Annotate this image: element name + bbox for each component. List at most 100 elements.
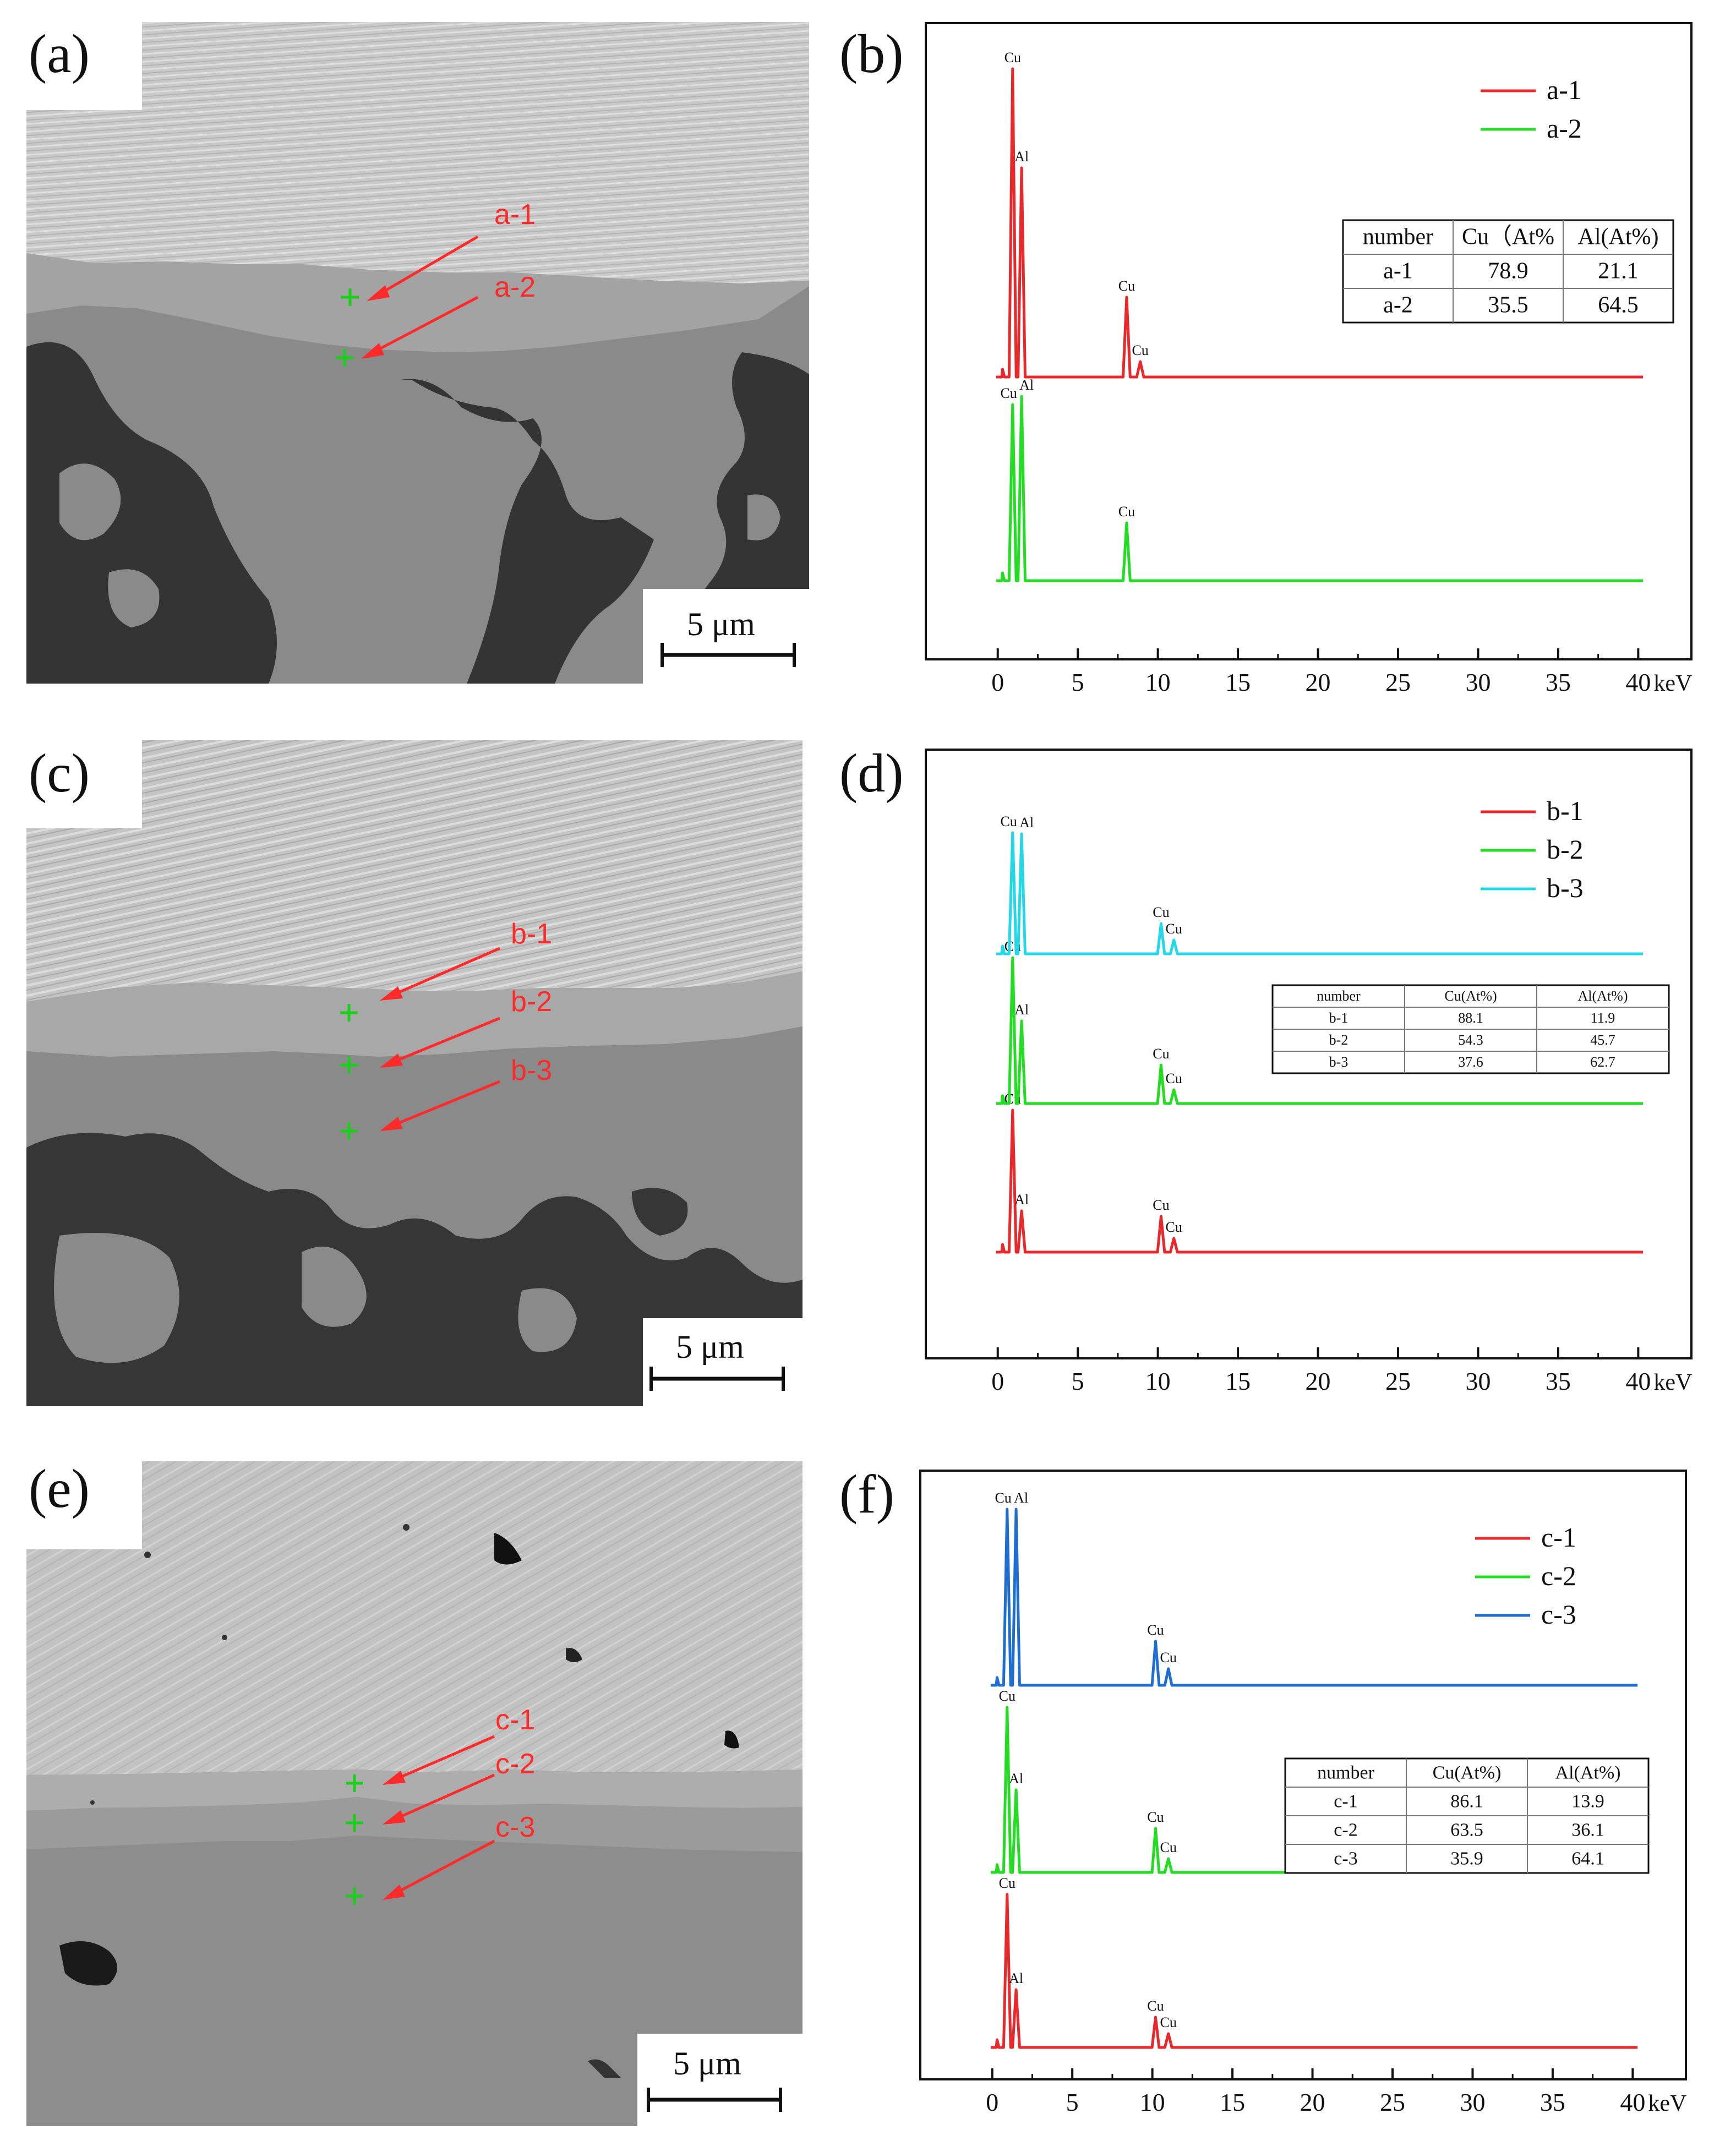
table-cell: 86.1 — [1450, 1791, 1483, 1811]
x-tick-label: 35 — [1546, 668, 1571, 696]
legend: a-1a-2 — [1481, 74, 1582, 144]
marker-b-3 — [340, 1122, 358, 1140]
x-tick-label: 30 — [1460, 2088, 1485, 2116]
peak-label: Al — [1009, 1970, 1023, 1986]
x-tick-label: 40 — [1625, 1367, 1651, 1395]
peak-label: Cu — [1132, 342, 1148, 358]
point-label-b-1: b-1 — [511, 918, 553, 950]
peak-label: Cu — [1153, 1046, 1169, 1062]
peak-label: Cu — [1147, 1809, 1164, 1825]
legend: c-1 c-2 c-3 — [1475, 1522, 1576, 1630]
series-line-a-2 — [996, 395, 1644, 582]
x-tick-label: 20 — [1300, 2088, 1325, 2116]
table-cell: 35.5 — [1488, 292, 1528, 318]
series-line-a-1 — [996, 67, 1644, 379]
arrow-a-2 — [372, 296, 479, 354]
table-header-cell: Al(At%) — [1578, 988, 1628, 1004]
scale-bar-label-a: 5 μm — [687, 606, 755, 642]
legend-label-b-3: b-3 — [1547, 872, 1584, 903]
peak-label: Cu — [1118, 504, 1135, 520]
marker-c-3 — [346, 1887, 363, 1905]
marker-b-1 — [340, 1004, 358, 1022]
panel-label-e: (e) — [29, 1458, 90, 1519]
table-frame — [1342, 219, 1674, 324]
scale-bar-label-c: 5 μm — [676, 1329, 744, 1365]
x-axis: 0 5 10 15 20 25 30 35 40 keV — [986, 2068, 1686, 2116]
table-cell: 64.1 — [1571, 1848, 1604, 1869]
sem-image-c: b-1 b-2 b-3 5 μm — [26, 740, 803, 1406]
peak-label: Cu — [1153, 1197, 1169, 1213]
legend-label-c-3: c-3 — [1541, 1599, 1576, 1630]
table-header-cell: number — [1317, 988, 1361, 1004]
panel-label-a: (a) — [29, 23, 90, 84]
peak-label: Cu — [1005, 50, 1021, 65]
series-line-b-3 — [996, 831, 1644, 955]
table-header-cell: number — [1363, 224, 1433, 249]
arrow-b-1 — [392, 947, 500, 997]
table-cell: c-3 — [1334, 1848, 1357, 1869]
marker-a-1 — [341, 288, 359, 306]
peak-label: Cu — [1153, 904, 1169, 920]
sem-micrograph-e — [26, 1461, 803, 2126]
peak-label: Cu — [1160, 1650, 1177, 1665]
point-label-b-3: b-3 — [511, 1055, 553, 1086]
sem-micrograph-a — [26, 22, 809, 684]
table-header-cell: Cu（At% — [1462, 224, 1554, 249]
panel-label-f: (f) — [839, 1463, 894, 1525]
scale-bar-label-e: 5 μm — [673, 2045, 741, 2082]
legend-label-a-1: a-1 — [1547, 74, 1582, 105]
plot-frame — [925, 22, 1693, 660]
composition-table: number Cu(At%) Al(At%) c-1 86.1 13.9 c-2 63.5 36… — [1284, 1757, 1650, 1874]
x-tick-label: 0 — [986, 2088, 998, 2116]
peak-label: Al — [1014, 1002, 1029, 1018]
peak-label: Cu — [1118, 278, 1135, 294]
x-tick-label: 10 — [1145, 1367, 1171, 1395]
x-tick-label: 10 — [1140, 2088, 1165, 2116]
table-cell: 63.5 — [1450, 1820, 1483, 1840]
table-header-cell: Al(At%) — [1578, 224, 1659, 249]
table-cell: 36.1 — [1571, 1820, 1604, 1840]
arrow-b-3 — [392, 1080, 500, 1127]
sem-image-e: c-1 c-2 c-3 5 μm — [26, 1461, 803, 2126]
x-axis-unit: keV — [1653, 671, 1692, 696]
arrow-b-2 — [392, 1017, 500, 1064]
peak-label: Cu — [999, 1688, 1016, 1704]
table-cell: b-2 — [1329, 1032, 1349, 1048]
peak-label: Cu — [1166, 1071, 1182, 1086]
panel-label-b: (b) — [839, 23, 904, 84]
table-header-cell: Al(At%) — [1555, 1762, 1621, 1783]
x-tick-label: 20 — [1306, 668, 1331, 696]
x-tick-label: 0 — [991, 668, 1004, 696]
x-axis: 0 5 10 15 20 25 30 35 40 keV — [991, 648, 1692, 696]
marker-c-1 — [346, 1774, 363, 1792]
peak-label: Cu — [1147, 1998, 1164, 2014]
x-axis-unit: keV — [1653, 1370, 1692, 1395]
peak-label: Al — [1014, 1490, 1028, 1506]
x-tick-label: 20 — [1306, 1367, 1331, 1395]
plot-frame — [925, 749, 1693, 1359]
legend-label-c-2: c-2 — [1541, 1560, 1576, 1591]
x-tick-label: 40 — [1620, 2088, 1645, 2116]
point-label-b-2: b-2 — [511, 986, 553, 1018]
peak-label: Cu — [995, 1490, 1011, 1506]
composition-table: number Cu（At% Al(At%) a-1 78.9 21.1 a-2 35.5 64.… — [1342, 219, 1674, 324]
peak-label: Al — [1014, 1192, 1029, 1208]
series-line-c-3 — [990, 1508, 1638, 1687]
x-tick-label: 15 — [1220, 2088, 1245, 2116]
marker-a-2 — [336, 349, 353, 367]
table-cell: b-3 — [1329, 1054, 1349, 1070]
x-tick-label: 5 — [1072, 1367, 1084, 1395]
x-tick-label: 5 — [1066, 2088, 1079, 2116]
legend-label-c-1: c-1 — [1541, 1522, 1576, 1553]
peak-label: Al — [1019, 815, 1034, 831]
panel-label-c: (c) — [29, 742, 90, 804]
arrow-a-1 — [378, 235, 479, 296]
point-label-a-2: a-2 — [494, 271, 536, 303]
table-cell: 45.7 — [1590, 1032, 1615, 1048]
table-cell: 78.9 — [1488, 258, 1528, 283]
point-label-a-1: a-1 — [494, 199, 536, 231]
